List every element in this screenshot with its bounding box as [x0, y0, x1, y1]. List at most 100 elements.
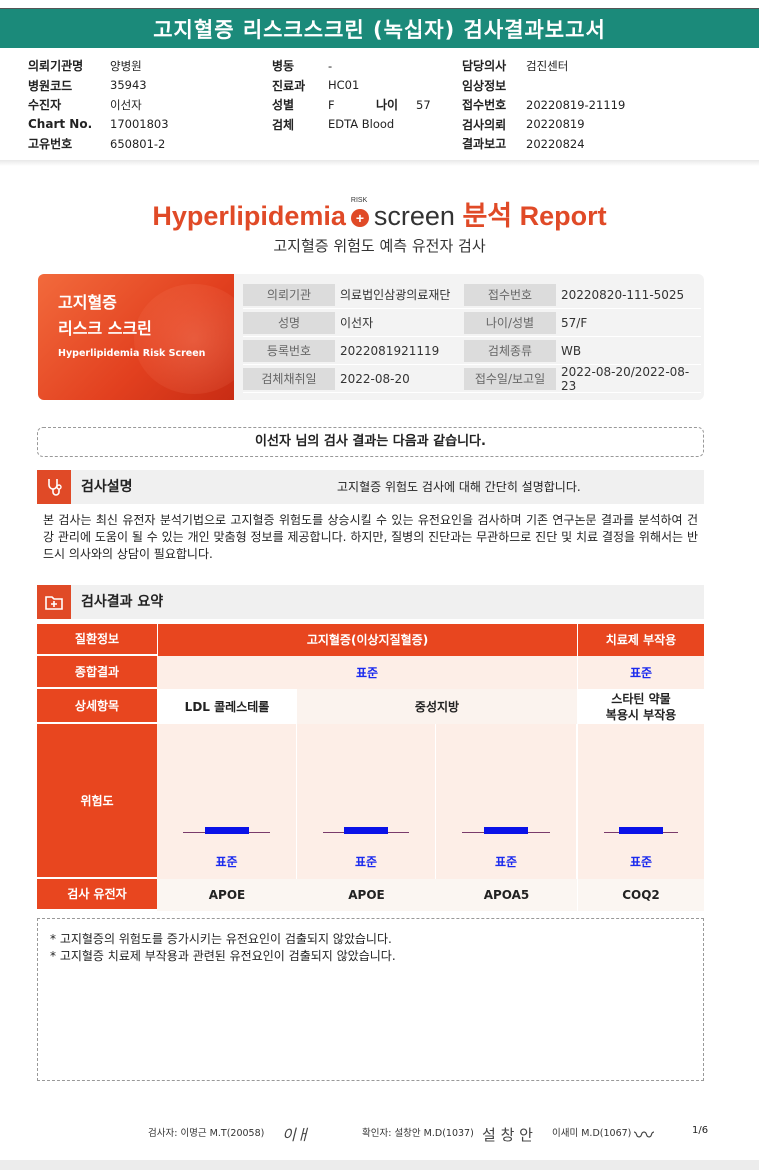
info-label: 나이/성별	[464, 311, 556, 334]
info-value: WB	[561, 343, 582, 358]
header-value: 검진센터	[526, 58, 569, 73]
header-value: 양병원	[110, 58, 142, 73]
header-label: 병동	[272, 59, 295, 74]
info-value: 20220820-111-5025	[561, 287, 685, 302]
gauge-level-bar	[619, 827, 663, 834]
header-value: 이선자	[110, 97, 142, 112]
header-value: F	[328, 97, 335, 112]
disease-main-header: 고지혈증(이상지질혈증)	[157, 624, 577, 656]
header-value: 650801-2	[110, 136, 166, 151]
risk-gauge-cell: 표준	[157, 724, 297, 879]
header-label: 임상정보	[462, 78, 507, 93]
report-title-banner: 고지혈증 리스크스크린 (녹십자) 검사결과보고서	[0, 8, 759, 48]
header-label: 의뢰기관명	[28, 59, 84, 74]
risk-gauge-cell: 표준	[297, 724, 436, 879]
overall-side-result: 표준	[578, 656, 704, 689]
tester-name: 검사자: 이명근 M.T(20058)	[148, 1128, 265, 1139]
gauge-level-bar	[344, 827, 388, 834]
header-label: 성별	[272, 98, 295, 113]
risk-gauge-cell: 표준	[578, 724, 704, 879]
result-greeting: 이선자 님의 검사 결과는 다음과 같습니다.	[37, 427, 704, 457]
info-value: 이선자	[340, 316, 374, 330]
info-label: 성명	[243, 311, 335, 334]
table-row-disease: 질환정보 고지혈증(이상지질혈증) 치료제 부작용	[37, 624, 704, 656]
gauge-level-bar	[484, 827, 528, 834]
section-description: 고지혈증 위험도 검사에 대해 간단히 설명합니다.	[337, 480, 581, 494]
tester-signature: 이ㅐ	[282, 1126, 310, 1144]
header-col-3: 담당의사 검진센터 임상정보 접수번호 20220819-21119 검사의뢰 202…	[462, 56, 625, 154]
gauge-level-label: 표준	[215, 855, 238, 869]
risk-gauge: 표준	[578, 724, 704, 879]
risk-plus-icon: RISK +	[349, 197, 371, 227]
card-title-line1: 고지혈증	[58, 293, 117, 312]
gene-name: APOA5	[436, 879, 577, 911]
header-value: 57	[416, 97, 431, 112]
info-value: 57/F	[561, 315, 588, 330]
report-title: 고지혈증 리스크스크린 (녹십자) 검사결과보고서	[153, 17, 606, 42]
note-line: * 고지혈증 치료제 부작용과 관련된 유전요인이 검출되지 않았습니다.	[50, 949, 396, 963]
brand-word-screen: screen	[373, 201, 455, 231]
gauge-level-label: 표준	[629, 855, 653, 869]
info-label: 검체종류	[464, 339, 556, 362]
card-title-en: Hyperlipidemia Risk Screen	[58, 348, 206, 359]
row-label-overall: 종합결과	[37, 656, 157, 689]
info-label: 접수번호	[464, 283, 556, 306]
page-number: 1/6	[692, 1125, 709, 1136]
gauge-level-label: 표준	[494, 855, 518, 869]
info-row: 의뢰기관 의료법인삼광의료재단 접수번호 20220820-111-5025	[243, 281, 701, 309]
row-label-detail: 상세항목	[37, 689, 157, 724]
header-label: 검사의뢰	[462, 117, 507, 132]
header-value: HC01	[328, 78, 360, 93]
header-value: EDTA Blood	[328, 117, 395, 132]
table-row-overall: 종합결과 표준 표준	[37, 656, 704, 689]
header-col-1: 의뢰기관명 양병원 병원코드 35943 수진자 이선자 Chart No. 17001…	[28, 56, 230, 154]
info-value: 의료법인삼광의료재단	[340, 288, 451, 302]
result-notes-box: * 고지혈증의 위험도를 증가시키는 유전요인이 검출되지 않았습니다. * 고…	[37, 918, 704, 1081]
plus-glyph: +	[350, 209, 369, 227]
stethoscope-icon	[37, 470, 71, 504]
header-value: 35943	[110, 78, 147, 93]
row-label-risk: 위험도	[37, 724, 157, 879]
info-label: 검체채취일	[243, 367, 335, 390]
disease-side-header: 치료제 부작용	[577, 624, 704, 656]
card-title: 고지혈증 리스크 스크린	[58, 290, 152, 342]
header-label: 검체	[272, 117, 295, 132]
confirmer-name: 확인자: 설창안 M.D(1037)	[362, 1128, 474, 1139]
section-title: 검사결과 요약	[81, 594, 164, 610]
header-label: Chart No.	[28, 117, 93, 132]
card-title-panel: 고지혈증 리스크 스크린 Hyperlipidemia Risk Screen	[38, 274, 234, 400]
risk-gauge: 표준	[297, 724, 435, 879]
risk-gauge: 표준	[436, 724, 576, 879]
header-label: 결과보고	[462, 137, 507, 152]
detail-triglyceride: 중성지방	[297, 689, 577, 724]
info-value: 2022-08-20	[340, 371, 410, 386]
header-col-2: 병동 - 진료과 HC01 성별 F 나이 57 검체 EDTA Blood	[272, 56, 431, 134]
info-value: 2022081921119	[340, 343, 440, 358]
brand-word-report: 분석 Report	[462, 201, 607, 231]
card-title-line2: 리스크 스크린	[58, 319, 152, 338]
brand-word-hyperlipidemia: Hyperlipidemia	[152, 201, 346, 231]
risk-gauge: 표준	[157, 724, 296, 879]
report-subtitle: 고지혈증 위험도 예측 유전자 검사	[273, 237, 486, 255]
row-label-gene: 검사 유전자	[37, 879, 157, 911]
confirmer-signature: 설 창 안	[482, 1126, 533, 1144]
header-label: 병원코드	[28, 78, 73, 93]
info-label: 접수일/보고일	[464, 367, 556, 390]
detail-statin: 스타틴 약물 복용시 부작용	[578, 689, 704, 724]
report-brand-title: Hyperlipidemia RISK + screen 분석 Report	[0, 194, 759, 233]
gauge-level-bar	[204, 827, 249, 834]
header-value: 20220819	[526, 117, 585, 132]
gene-name: APOE	[157, 879, 297, 911]
note-line: * 고지혈증의 위험도를 증가시키는 유전요인이 검출되지 않았습니다.	[50, 932, 392, 946]
header-label: 나이	[376, 98, 399, 113]
overall-main-result: 표준	[157, 656, 577, 689]
section-title: 검사설명	[81, 479, 133, 495]
third-doctor-name: 이새미 M.D(1067)	[552, 1128, 632, 1139]
gene-name: COQ2	[578, 879, 704, 911]
header-value: 20220824	[526, 136, 585, 151]
patient-info-grid: 의뢰기관 의료법인삼광의료재단 접수번호 20220820-111-5025 성…	[243, 281, 701, 393]
info-row: 검체채취일 2022-08-20 접수일/보고일 2022-08-20/2022…	[243, 365, 701, 393]
gene-name: APOE	[297, 879, 436, 911]
test-description-body: 본 검사는 최신 유전자 분석기법으로 고지혈증 위험도를 상승시킬 수 있는 …	[43, 513, 698, 561]
gauge-level-label: 표준	[354, 855, 378, 869]
